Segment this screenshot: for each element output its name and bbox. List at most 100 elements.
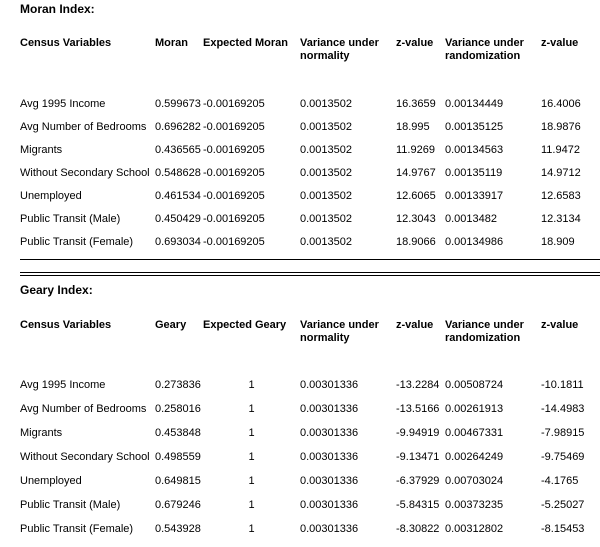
table-row: Public Transit (Male) 0.679246 1 0.00301336…: [20, 499, 600, 523]
column-header: z-value: [541, 37, 579, 49]
row-label: Avg 1995 Income: [20, 98, 106, 110]
value-cell: 0.00301336: [300, 523, 359, 535]
column-header: Variance under normality: [300, 37, 379, 62]
value-cell: 0.0013502: [300, 167, 352, 179]
value-cell: 1: [248, 451, 255, 463]
value-cell: -8.15453: [541, 523, 585, 535]
row-label: Avg Number of Bedrooms: [20, 121, 147, 133]
value-cell: 1: [248, 427, 255, 439]
row-label: Avg Number of Bedrooms: [20, 403, 147, 415]
value-cell: 0.00261913: [445, 403, 504, 415]
moran-index-title: Moran Index:: [20, 2, 95, 16]
value-cell: 0.273836: [155, 379, 201, 391]
value-cell: -13.2284: [396, 379, 440, 391]
row-label: Without Secondary School: [20, 451, 150, 463]
value-cell: 1: [248, 499, 255, 511]
value-cell: 0.0013502: [300, 121, 352, 133]
value-cell: 18.909: [541, 236, 575, 248]
column-header: Geary: [155, 319, 187, 331]
column-header: z-value: [541, 319, 579, 331]
column-header: Census Variables: [20, 319, 112, 331]
table-row: Avg 1995 Income 0.599673 -0.00169205 0.0013…: [20, 98, 600, 121]
value-cell: -13.5166: [396, 403, 440, 415]
section-divider-double-line: [20, 272, 600, 276]
column-header: z-value: [396, 37, 434, 49]
value-cell: 12.3043: [396, 213, 436, 225]
table-row: Migrants 0.436565 -0.00169205 0.0013502 11.9…: [20, 144, 600, 167]
column-header: Variance under randomization: [445, 37, 524, 62]
value-cell: 0.461534: [155, 190, 201, 202]
value-cell: -0.00169205: [203, 144, 265, 156]
value-cell: 0.0013502: [300, 213, 352, 225]
value-cell: 0.649815: [155, 475, 201, 487]
value-cell: -4.1765: [541, 475, 579, 487]
value-cell: 0.00133917: [445, 190, 504, 202]
value-cell: 0.00312802: [445, 523, 504, 535]
row-label: Avg 1995 Income: [20, 379, 106, 391]
table-row: Unemployed 0.649815 1 0.00301336 -6.37929 0.0…: [20, 475, 600, 499]
value-cell: 1: [248, 403, 255, 415]
column-header: Variance under randomization: [445, 319, 524, 344]
row-label: Without Secondary School: [20, 167, 150, 179]
value-cell: 0.0013502: [300, 144, 352, 156]
geary-index-title: Geary Index:: [20, 283, 93, 297]
value-cell: 1: [248, 523, 255, 535]
table-row: Public Transit (Male) 0.450429 -0.00169205…: [20, 213, 600, 236]
geary-index-table: Census Variables Geary Expected Geary Varia…: [20, 319, 600, 547]
value-cell: 11.9472: [541, 144, 580, 156]
value-cell: 12.6583: [541, 190, 581, 202]
section-divider-line: [20, 259, 600, 260]
table-row: Avg Number of Bedrooms 0.258016 1 0.0030133…: [20, 403, 600, 427]
value-cell: 11.9269: [396, 144, 435, 156]
value-cell: -10.1811: [541, 379, 584, 391]
value-cell: 0.00264249: [445, 451, 504, 463]
value-cell: 0.00134449: [445, 98, 504, 110]
row-label: Migrants: [20, 427, 63, 439]
table-row: Avg Number of Bedrooms 0.696282 -0.0016920…: [20, 121, 600, 144]
value-cell: 0.436565: [155, 144, 201, 156]
value-cell: 0.258016: [155, 403, 201, 415]
table-row: Public Transit (Female) 0.693034 -0.001692…: [20, 236, 600, 259]
value-cell: -9.13471: [396, 451, 440, 463]
value-cell: -6.37929: [396, 475, 440, 487]
value-cell: 0.543928: [155, 523, 201, 535]
value-cell: -5.25027: [541, 499, 585, 511]
row-label: Unemployed: [20, 475, 82, 487]
value-cell: -0.00169205: [203, 190, 265, 202]
value-cell: 0.00301336: [300, 379, 359, 391]
value-cell: -0.00169205: [203, 167, 265, 179]
value-cell: 0.00134986: [445, 236, 504, 248]
value-cell: 0.0013502: [300, 236, 352, 248]
value-cell: 12.6065: [396, 190, 436, 202]
value-cell: 16.3659: [396, 98, 436, 110]
row-label: Unemployed: [20, 190, 82, 202]
row-label: Public Transit (Male): [20, 213, 121, 225]
value-cell: -5.84315: [396, 499, 440, 511]
value-cell: 0.00301336: [300, 475, 359, 487]
value-cell: 0.00301336: [300, 403, 359, 415]
geary-header-row: Census Variables Geary Expected Geary Varia…: [20, 319, 600, 379]
value-cell: -9.75469: [541, 451, 585, 463]
value-cell: 0.00135125: [445, 121, 504, 133]
value-cell: 0.693034: [155, 236, 201, 248]
column-header: Moran: [155, 37, 188, 49]
column-header: Variance under normality: [300, 319, 379, 344]
moran-index-table: Census Variables Moran Expected Moran Varia…: [20, 37, 600, 259]
value-cell: 1: [248, 475, 255, 487]
moran-section: Moran Index: Census Variables Moran Expect…: [20, 3, 600, 259]
value-cell: -8.30822: [396, 523, 440, 535]
value-cell: 0.00301336: [300, 499, 359, 511]
value-cell: -0.00169205: [203, 121, 265, 133]
value-cell: 0.0013502: [300, 190, 352, 202]
value-cell: 0.450429: [155, 213, 201, 225]
value-cell: 0.00508724: [445, 379, 504, 391]
value-cell: -0.00169205: [203, 98, 265, 110]
geary-section: Geary Index: Census Variables Geary Expect…: [20, 284, 600, 547]
value-cell: 14.9712: [541, 167, 581, 179]
value-cell: 0.00373235: [445, 499, 504, 511]
value-cell: 0.599673: [155, 98, 201, 110]
value-cell: 0.00301336: [300, 427, 359, 439]
value-cell: 0.679246: [155, 499, 201, 511]
table-row: Unemployed 0.461534 -0.00169205 0.0013502 12…: [20, 190, 600, 213]
